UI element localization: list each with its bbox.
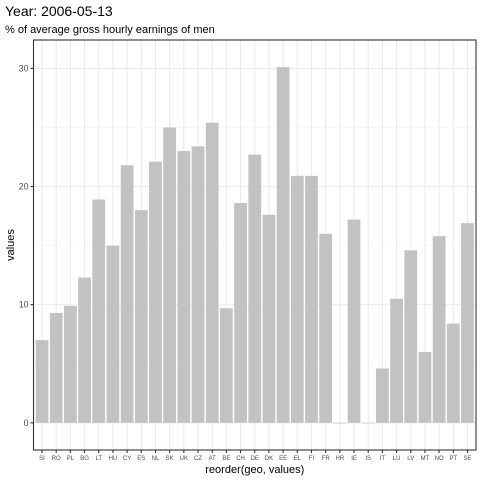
bar-uk xyxy=(177,151,191,423)
x-tick-label-se: SE xyxy=(463,456,471,462)
bar-is xyxy=(361,422,375,424)
x-tick-label-dk: DK xyxy=(265,456,273,462)
bar-es xyxy=(134,210,148,423)
x-tick-label-ee: EE xyxy=(279,456,287,462)
bar-cy xyxy=(120,165,134,423)
x-tick-label-pl: PL xyxy=(67,456,75,462)
bar-pl xyxy=(63,305,77,423)
bar-be xyxy=(220,308,233,423)
y-axis-title: values xyxy=(5,229,17,261)
x-tick-label-bg: BG xyxy=(80,456,89,462)
y-tick-label: 0 xyxy=(24,418,29,428)
x-tick-label-fr: FR xyxy=(322,456,331,462)
bar-it xyxy=(376,368,389,423)
x-tick-label-is: IS xyxy=(365,456,371,462)
bar-at xyxy=(205,122,219,423)
x-tick-label-mt: MT xyxy=(421,456,430,462)
bar-lv xyxy=(404,250,418,423)
x-tick-label-lt: LT xyxy=(95,456,102,462)
x-tick-label-si: SI xyxy=(39,456,45,462)
bar-cz xyxy=(191,146,205,423)
x-tick-label-ch: CH xyxy=(236,456,245,462)
x-tick-label-lv: LV xyxy=(407,456,414,462)
y-tick-label: 10 xyxy=(19,300,29,310)
x-tick-label-ro: RO xyxy=(52,456,61,462)
chart-title: Year: 2006-05-13 xyxy=(5,3,113,19)
bar-fi xyxy=(305,175,318,423)
bar-lu xyxy=(390,298,403,423)
x-tick-label-de: DE xyxy=(251,456,259,462)
x-tick-label-ie: IE xyxy=(351,456,357,462)
bar-ie xyxy=(347,219,361,423)
bar-se xyxy=(461,223,474,423)
x-tick-label-hr: HR xyxy=(336,456,345,462)
x-tick-label-es: ES xyxy=(137,456,145,462)
x-tick-label-uk: UK xyxy=(180,456,188,462)
bar-ro xyxy=(49,312,63,423)
y-tick-label: 20 xyxy=(19,182,29,192)
x-tick-label-no: NO xyxy=(435,456,444,462)
bar-mt xyxy=(418,351,432,423)
bar-pt xyxy=(446,323,460,423)
x-tick-label-hu: HU xyxy=(109,456,118,462)
chart-subtitle: % of average gross hourly earnings of me… xyxy=(5,24,215,36)
plot-panel: 0 10 20 30 SI RO PL BG LT HU CY ES NL SK UK CZ AT BE CH DE D… xyxy=(19,39,477,462)
bar-si xyxy=(35,340,49,423)
x-tick-label-lu: LU xyxy=(393,456,401,462)
bar-de xyxy=(248,154,262,423)
bar-el xyxy=(290,175,304,423)
x-tick-label-sk: SK xyxy=(166,456,174,462)
x-tick-label-el: EL xyxy=(294,456,302,462)
x-tick-label-cz: CZ xyxy=(194,456,202,462)
x-tick-label-it: IT xyxy=(380,456,386,462)
x-tick-label-fi: FI xyxy=(309,456,315,462)
bar-sk xyxy=(163,127,177,423)
bar-ee xyxy=(276,67,290,423)
x-tick-label-nl: NL xyxy=(152,456,160,462)
y-tick-label: 30 xyxy=(19,63,29,73)
bar-no xyxy=(432,236,446,423)
x-tick-label-at: AT xyxy=(209,456,217,462)
bar-fr xyxy=(319,233,333,423)
bar-lt xyxy=(92,199,106,423)
bar-ch xyxy=(234,203,247,423)
bar-hu xyxy=(106,245,120,423)
bar-bg xyxy=(78,277,91,423)
x-tick-label-cy: CY xyxy=(123,456,131,462)
x-tick-label-pt: PT xyxy=(449,456,457,462)
bar-hr xyxy=(333,422,347,424)
x-tick-label-be: BE xyxy=(222,456,230,462)
x-axis-title: reorder(geo, values) xyxy=(205,464,304,476)
bar-dk xyxy=(262,214,276,423)
bar-nl xyxy=(149,161,162,423)
